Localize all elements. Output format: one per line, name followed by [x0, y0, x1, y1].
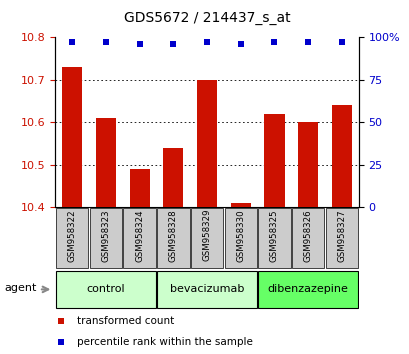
Point — [102, 39, 109, 45]
FancyBboxPatch shape — [123, 208, 155, 268]
Point — [270, 39, 277, 45]
FancyBboxPatch shape — [258, 271, 357, 308]
Bar — [129, 169, 149, 207]
FancyBboxPatch shape — [191, 208, 222, 268]
FancyBboxPatch shape — [157, 208, 189, 268]
Point — [237, 41, 243, 47]
Text: GSM958329: GSM958329 — [202, 209, 211, 262]
Bar — [62, 67, 82, 207]
Text: GSM958330: GSM958330 — [236, 209, 245, 262]
Point — [58, 318, 65, 324]
Bar — [196, 80, 217, 207]
Bar — [297, 122, 317, 207]
Text: dibenzazepine: dibenzazepine — [267, 284, 348, 293]
Text: control: control — [86, 284, 125, 293]
Point — [69, 39, 75, 45]
Point — [58, 339, 65, 344]
Text: agent: agent — [4, 282, 36, 293]
Bar — [163, 148, 183, 207]
Text: GSM958325: GSM958325 — [269, 209, 278, 262]
FancyBboxPatch shape — [56, 208, 88, 268]
FancyBboxPatch shape — [325, 208, 357, 268]
Text: GSM958327: GSM958327 — [337, 209, 346, 262]
Text: GSM958328: GSM958328 — [169, 209, 178, 262]
Text: GSM958326: GSM958326 — [303, 209, 312, 262]
Bar — [96, 118, 116, 207]
Point — [136, 41, 143, 47]
Point — [170, 41, 176, 47]
FancyBboxPatch shape — [157, 271, 256, 308]
FancyBboxPatch shape — [90, 208, 122, 268]
Text: GSM958323: GSM958323 — [101, 209, 110, 262]
Text: transformed count: transformed count — [76, 316, 173, 326]
Point — [203, 39, 210, 45]
Text: bevacizumab: bevacizumab — [169, 284, 244, 293]
Text: percentile rank within the sample: percentile rank within the sample — [76, 337, 252, 347]
FancyBboxPatch shape — [224, 208, 256, 268]
Text: GSM958324: GSM958324 — [135, 209, 144, 262]
FancyBboxPatch shape — [291, 208, 324, 268]
Text: GDS5672 / 214437_s_at: GDS5672 / 214437_s_at — [124, 11, 290, 25]
Text: GSM958322: GSM958322 — [67, 209, 76, 262]
Point — [304, 39, 311, 45]
Bar — [230, 203, 250, 207]
Bar — [331, 105, 351, 207]
FancyBboxPatch shape — [56, 271, 155, 308]
Bar — [264, 114, 284, 207]
Point — [338, 39, 344, 45]
FancyBboxPatch shape — [258, 208, 290, 268]
